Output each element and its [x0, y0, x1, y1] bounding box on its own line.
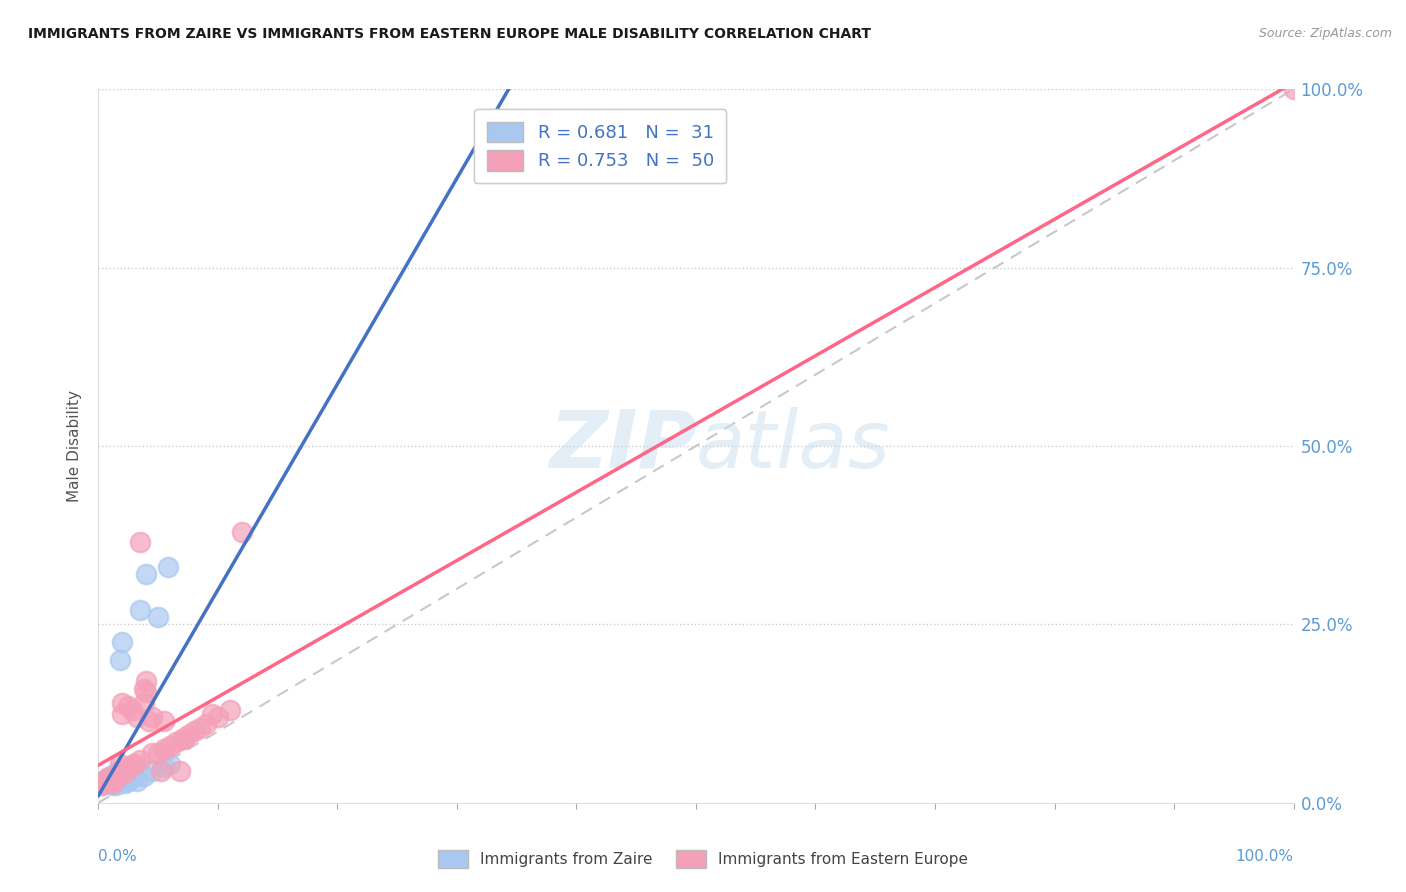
Point	[153, 760, 176, 774]
Point	[148, 746, 170, 760]
Point	[132, 769, 155, 783]
Point	[101, 771, 124, 785]
Point	[129, 535, 152, 549]
Point	[129, 753, 152, 767]
Point	[194, 717, 218, 731]
Point	[98, 772, 121, 787]
Point	[183, 724, 205, 739]
Point	[98, 771, 122, 785]
Point	[132, 696, 155, 710]
Point	[159, 739, 181, 753]
Point	[111, 635, 134, 649]
Point	[125, 774, 148, 789]
Point	[107, 764, 129, 778]
Point	[124, 756, 146, 771]
Point	[165, 735, 187, 749]
Text: 100.0%: 100.0%	[1236, 849, 1294, 863]
Point	[117, 774, 139, 789]
Legend: Immigrants from Zaire, Immigrants from Eastern Europe: Immigrants from Zaire, Immigrants from E…	[430, 843, 976, 875]
Point	[96, 771, 118, 785]
Point	[97, 776, 120, 790]
Point	[153, 742, 176, 756]
Point	[105, 771, 128, 785]
Point	[111, 696, 134, 710]
Text: 0.0%: 0.0%	[98, 849, 138, 863]
Point	[111, 767, 134, 781]
Point	[173, 731, 195, 746]
Point	[90, 778, 112, 792]
Point	[105, 778, 128, 792]
Point	[148, 610, 170, 624]
Text: IMMIGRANTS FROM ZAIRE VS IMMIGRANTS FROM EASTERN EUROPE MALE DISABILITY CORRELAT: IMMIGRANTS FROM ZAIRE VS IMMIGRANTS FROM…	[28, 27, 872, 41]
Point	[93, 774, 115, 789]
Point	[93, 774, 115, 789]
Point	[141, 746, 163, 760]
Point	[177, 728, 200, 742]
Point	[132, 681, 155, 696]
Point	[100, 778, 122, 792]
Point	[207, 710, 229, 724]
Point	[121, 703, 143, 717]
Point	[98, 769, 122, 783]
Point	[138, 714, 160, 728]
Text: ZIP: ZIP	[548, 407, 696, 485]
Point	[114, 776, 136, 790]
Point	[91, 778, 114, 792]
Point	[169, 764, 191, 778]
Point	[129, 603, 152, 617]
Point	[98, 772, 121, 787]
Point	[114, 765, 136, 780]
Legend: R = 0.681   N =  31, R = 0.753   N =  50: R = 0.681 N = 31, R = 0.753 N = 50	[474, 109, 727, 183]
Point	[135, 567, 157, 582]
Point	[172, 731, 194, 746]
Point	[97, 771, 120, 785]
Point	[188, 721, 211, 735]
Point	[94, 776, 117, 790]
Point	[231, 524, 253, 539]
Point	[91, 776, 114, 790]
Point	[108, 653, 131, 667]
Point	[117, 699, 139, 714]
Point	[103, 771, 125, 785]
Point	[201, 706, 224, 721]
Point	[156, 560, 179, 574]
Point	[219, 703, 242, 717]
Point	[153, 714, 176, 728]
Point	[104, 767, 127, 781]
Point	[159, 756, 181, 771]
Point	[1282, 82, 1305, 96]
Point	[141, 710, 163, 724]
Point	[141, 764, 163, 778]
Point	[103, 776, 125, 790]
Point	[107, 767, 129, 781]
Y-axis label: Male Disability: Male Disability	[67, 390, 83, 502]
Point	[125, 710, 148, 724]
Point	[124, 769, 146, 783]
Point	[111, 706, 134, 721]
Text: atlas: atlas	[696, 407, 891, 485]
Point	[135, 674, 157, 689]
Point	[117, 772, 139, 787]
Point	[149, 764, 172, 778]
Point	[101, 776, 124, 790]
Point	[124, 756, 146, 771]
Point	[117, 760, 139, 774]
Point	[101, 774, 124, 789]
Point	[108, 756, 131, 771]
Point	[105, 769, 128, 783]
Point	[105, 771, 128, 785]
Point	[135, 685, 157, 699]
Point	[100, 774, 122, 789]
Text: Source: ZipAtlas.com: Source: ZipAtlas.com	[1258, 27, 1392, 40]
Point	[121, 771, 143, 785]
